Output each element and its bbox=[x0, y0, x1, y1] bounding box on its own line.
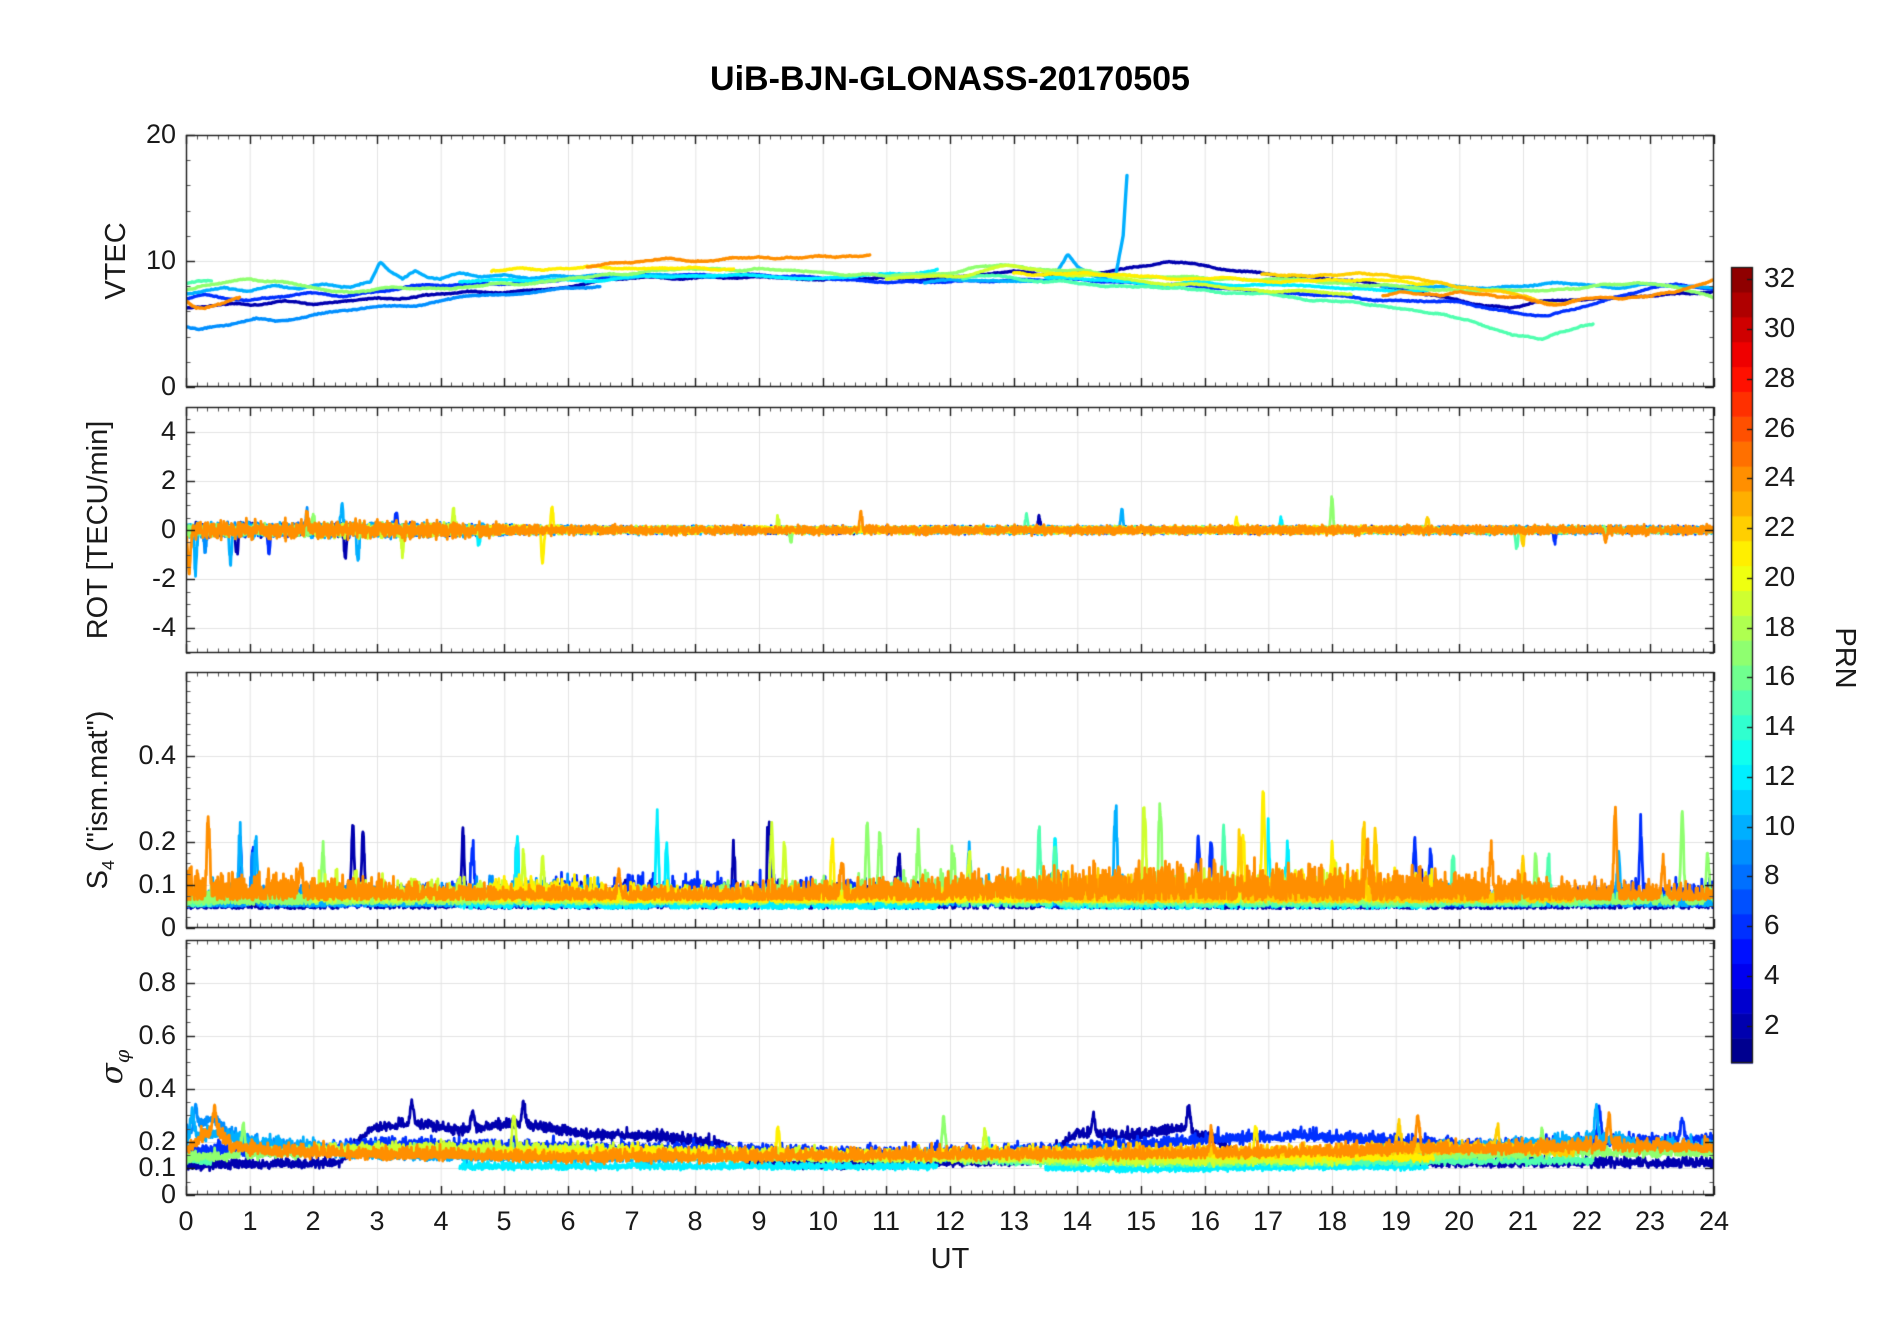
colorbar-tick-label: 14 bbox=[1764, 710, 1796, 741]
colorbar-tick-label: 32 bbox=[1764, 262, 1796, 293]
x-tick-label: 3 bbox=[369, 1206, 385, 1236]
y-tick-label-s4: 0.1 bbox=[138, 869, 176, 899]
x-tick-label: 20 bbox=[1443, 1206, 1475, 1236]
y-tick-label-rot: 4 bbox=[160, 416, 176, 446]
x-tick-label: 24 bbox=[1698, 1206, 1730, 1236]
y-tick-label-s4: 0.2 bbox=[138, 826, 176, 856]
y-tick-label-s4: 0.4 bbox=[138, 740, 176, 770]
colorbar-tick-label: 4 bbox=[1764, 959, 1780, 990]
y-tick-label-sigma_phi: 0.2 bbox=[138, 1126, 176, 1156]
x-tick-label: 10 bbox=[807, 1206, 839, 1236]
y-tick-label-sigma_phi: 0.4 bbox=[138, 1073, 176, 1103]
x-tick-label: 2 bbox=[305, 1206, 321, 1236]
colorbar-tick-label: 10 bbox=[1764, 810, 1796, 841]
colorbar-tick-label: 22 bbox=[1764, 511, 1796, 542]
x-tick-label: 23 bbox=[1634, 1206, 1666, 1236]
x-tick-label: 6 bbox=[560, 1206, 576, 1236]
y-tick-label-sigma_phi: 0.6 bbox=[138, 1020, 176, 1050]
x-tick-label: 22 bbox=[1571, 1206, 1603, 1236]
colorbar-tick-label: 2 bbox=[1764, 1009, 1780, 1040]
colorbar-tick-label: 18 bbox=[1764, 611, 1796, 642]
colorbar-tick-label: 20 bbox=[1764, 561, 1796, 592]
colorbar-tick-label: 16 bbox=[1764, 660, 1796, 691]
s4-axis-label: S4 ("ism.mat") bbox=[78, 650, 118, 950]
x-tick-label: 0 bbox=[178, 1206, 194, 1236]
colorbar-tick-label: 6 bbox=[1764, 909, 1780, 940]
y-tick-label-sigma_phi: 0.8 bbox=[138, 967, 176, 997]
colorbar-tick-label: 30 bbox=[1764, 312, 1796, 343]
y-tick-label-rot: 0 bbox=[160, 514, 176, 544]
page-title: UiB-BJN-GLONASS-20170505 bbox=[710, 60, 1190, 98]
y-tick-label-rot: 2 bbox=[160, 465, 176, 495]
y-tick-label-vtec: 20 bbox=[145, 119, 176, 149]
x-tick-label: 19 bbox=[1380, 1206, 1412, 1236]
x-tick-label: 21 bbox=[1507, 1206, 1539, 1236]
y-tick-label-rot: -4 bbox=[151, 612, 176, 642]
y-tick-label-vtec: 10 bbox=[145, 245, 176, 275]
x-tick-label: 18 bbox=[1316, 1206, 1348, 1236]
x-tick-label: 5 bbox=[496, 1206, 512, 1236]
y-tick-label-s4: 0 bbox=[160, 912, 176, 942]
x-tick-label: 1 bbox=[242, 1206, 258, 1236]
x-tick-label: 14 bbox=[1061, 1206, 1093, 1236]
y-tick-label-sigma_phi: 0 bbox=[160, 1179, 176, 1209]
x-tick-label: 7 bbox=[624, 1206, 640, 1236]
x-tick-label: 15 bbox=[1125, 1206, 1157, 1236]
colorbar-tick-label: 12 bbox=[1764, 760, 1796, 791]
y-tick-label-sigma_phi: 0.1 bbox=[138, 1152, 176, 1182]
y-tick-label-vtec: 0 bbox=[160, 371, 176, 401]
y-tick-label-rot: -2 bbox=[151, 563, 176, 593]
x-tick-label: 4 bbox=[433, 1206, 449, 1236]
x-tick-label: 17 bbox=[1252, 1206, 1284, 1236]
colorbar-tick-label: 24 bbox=[1764, 461, 1796, 492]
colorbar-tick-label: 28 bbox=[1764, 362, 1796, 393]
x-tick-label: 8 bbox=[687, 1206, 703, 1236]
x-tick-label: 16 bbox=[1189, 1206, 1221, 1236]
colorbar-tick-label: 26 bbox=[1764, 412, 1796, 443]
x-tick-label: 11 bbox=[871, 1206, 901, 1236]
x-tick-label: 9 bbox=[751, 1206, 767, 1236]
x-axis-label: UT bbox=[930, 1243, 970, 1275]
x-tick-label: 13 bbox=[998, 1206, 1030, 1236]
x-tick-label: 12 bbox=[934, 1206, 966, 1236]
colorbar-tick-label: 8 bbox=[1764, 859, 1780, 890]
